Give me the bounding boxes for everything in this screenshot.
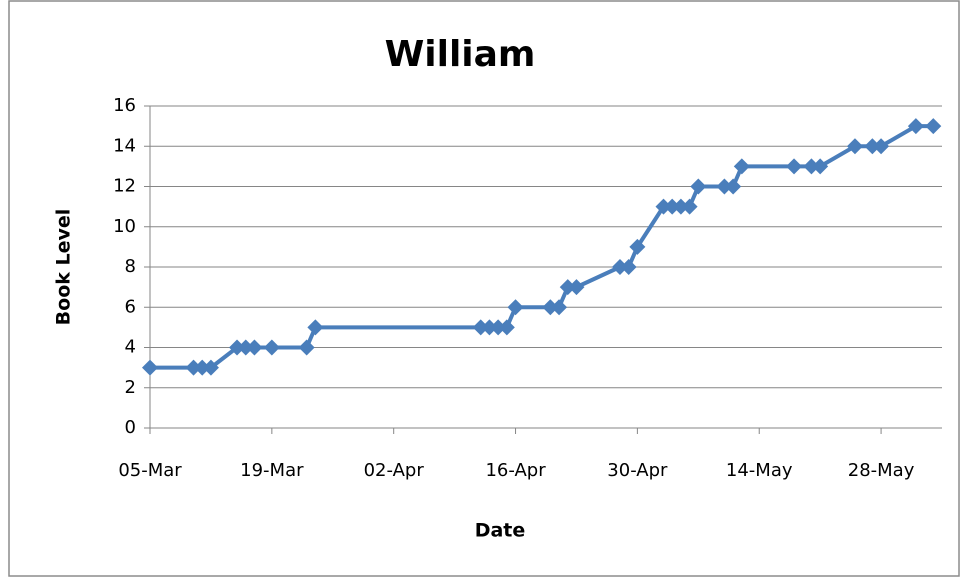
data-point: [472, 319, 489, 336]
data-point: [672, 198, 689, 215]
data-point: [681, 198, 698, 215]
data-point: [803, 158, 820, 175]
data-point: [655, 198, 672, 215]
x-tick-label: 19-Mar: [240, 460, 304, 481]
x-tick-label: 30-Apr: [607, 460, 668, 481]
data-point: [629, 238, 646, 255]
x-tick-label: 28-May: [848, 460, 915, 481]
x-tick-label: 02-Apr: [364, 460, 425, 481]
data-point: [185, 359, 202, 376]
data-point: [498, 319, 515, 336]
chart-border: [8, 0, 960, 577]
data-point: [551, 299, 568, 316]
y-tick-label: 14: [113, 135, 136, 156]
data-point: [690, 178, 707, 195]
y-tick-label: 6: [125, 296, 136, 317]
x-axis-label: Date: [475, 520, 526, 542]
data-point: [568, 279, 585, 296]
data-point: [246, 339, 263, 356]
y-tick-label: 4: [125, 337, 136, 358]
y-tick-label: 12: [113, 176, 136, 197]
data-point: [864, 138, 881, 155]
data-point: [142, 359, 158, 376]
x-tick-label: 05-Mar: [118, 460, 182, 481]
data-point: [559, 279, 576, 296]
chart-title: William: [385, 34, 536, 75]
data-point: [733, 158, 750, 175]
data-point: [846, 138, 863, 155]
y-tick-label: 16: [113, 95, 136, 116]
data-point: [873, 138, 890, 155]
data-point: [481, 319, 498, 336]
data-point: [490, 319, 507, 336]
data-point: [307, 319, 324, 336]
data-point: [263, 339, 280, 356]
y-tick-label: 10: [113, 216, 136, 237]
data-point: [812, 158, 829, 175]
data-point: [620, 259, 637, 275]
x-tick-label: 16-Apr: [485, 460, 546, 481]
data-point: [725, 178, 742, 195]
data-point: [202, 359, 219, 376]
data-point: [664, 198, 681, 215]
y-axis-label: Book Level: [53, 209, 75, 326]
data-point: [229, 339, 246, 356]
data-point: [542, 299, 559, 316]
y-tick-label: 0: [125, 417, 136, 438]
data-point: [907, 118, 924, 135]
y-tick-label: 8: [125, 256, 136, 277]
data-point: [925, 118, 942, 135]
data-point: [194, 359, 211, 376]
data-point: [237, 339, 254, 356]
y-tick-label: 2: [125, 377, 136, 398]
data-point: [716, 178, 733, 195]
data-point: [611, 259, 628, 275]
data-point: [786, 158, 803, 175]
data-point: [507, 299, 524, 316]
x-tick-label: 14-May: [726, 460, 793, 481]
data-point: [298, 339, 315, 356]
